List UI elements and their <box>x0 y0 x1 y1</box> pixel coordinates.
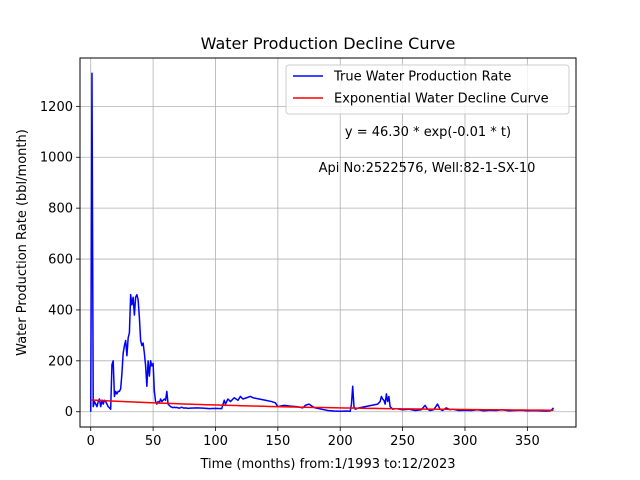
legend-label-decline-curve: Exponential Water Decline Curve <box>334 92 549 107</box>
legend-box <box>285 64 570 115</box>
series-true-water-production-rate <box>89 72 555 412</box>
x-tick-label: 250 <box>390 434 415 449</box>
x-tick-label: 50 <box>145 434 162 449</box>
series-lines <box>89 72 555 412</box>
x-axis-label: Time (months) from:1/1993 to:12/2023 <box>199 457 455 472</box>
chart-title: Water Production Decline Curve <box>201 34 456 53</box>
x-tick-label: 350 <box>515 434 540 449</box>
x-tick-label: 0 <box>87 434 95 449</box>
y-tick-label: 600 <box>48 253 73 268</box>
y-tick-label: 1200 <box>40 100 73 115</box>
y-tick-label: 0 <box>65 405 73 420</box>
axis-ticks: 0 50 100 150 200 250 300 350 0 200 400 600 800 1000 12… <box>40 100 540 449</box>
x-tick-label: 200 <box>328 434 353 449</box>
y-tick-label: 800 <box>48 202 73 217</box>
series-exponential-decline-curve <box>90 399 554 411</box>
equation-annotation: y = 46.30 * exp(-0.01 * t) <box>345 125 511 140</box>
x-tick-label: 100 <box>203 434 228 449</box>
plot-frame <box>79 57 577 428</box>
y-tick-label: 200 <box>48 354 73 369</box>
legend: True Water Production Rate Exponential W… <box>285 64 570 115</box>
y-tick-label: 400 <box>48 303 73 318</box>
x-tick-label: 150 <box>265 434 290 449</box>
y-tick-label: 1000 <box>40 151 73 166</box>
legend-label-true-rate: True Water Production Rate <box>333 70 511 85</box>
well-annotation: Api No:2522576, Well:82-1-SX-10 <box>319 161 536 176</box>
x-tick-label: 300 <box>453 434 478 449</box>
y-axis-label: Water Production Rate (bbl/month) <box>15 129 30 356</box>
